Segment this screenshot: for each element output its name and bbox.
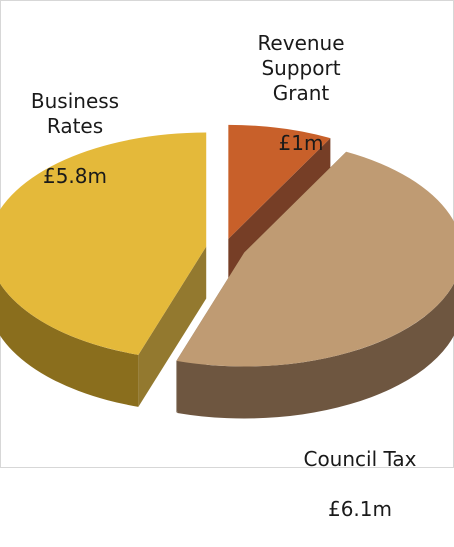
pie-sides [0, 124, 454, 419]
pie-slice-top-revenue [228, 124, 331, 239]
label-revenue-value: £1m [278, 131, 324, 155]
pie-slice-wall-business-0 [138, 246, 207, 407]
pie-chart: Revenue Support Grant £1m Business Rates… [0, 0, 454, 521]
pie-slice-side-council [177, 283, 454, 419]
label-council-name: Council Tax [303, 447, 417, 471]
label-business-value: £5.8m [42, 164, 107, 188]
label-business-name: Business Rates [30, 89, 120, 138]
label-revenue-support-grant: Revenue Support Grant £1m [236, 6, 366, 181]
pie-slice-council [176, 151, 454, 419]
label-revenue-name: Revenue Support Grant [257, 31, 345, 105]
pie-slice-top-council [176, 151, 454, 367]
pie-slice-business [0, 132, 207, 407]
pie-chart-plot [0, 124, 454, 419]
label-council-tax: Council Tax £6.1m [270, 422, 450, 547]
pie-slice-side-business [0, 283, 139, 407]
pie-slice-top-business [0, 132, 207, 355]
label-business-rates: Business Rates £5.8m [10, 64, 140, 214]
label-council-value: £6.1m [327, 497, 392, 521]
